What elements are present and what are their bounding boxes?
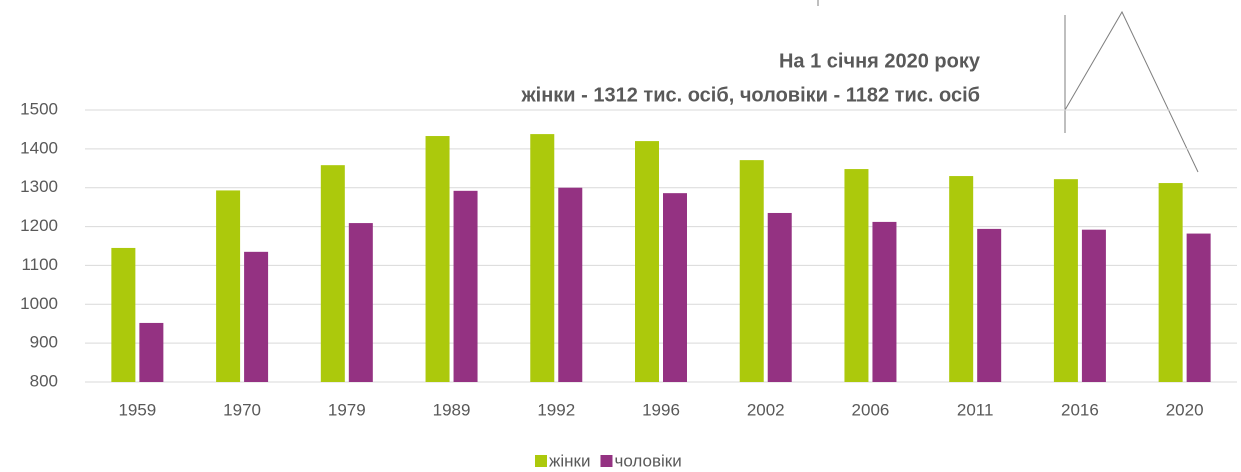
x-tick-label: 2011: [957, 400, 994, 419]
x-tick-label: 1979: [328, 400, 366, 419]
y-tick-label: 1000: [20, 294, 58, 313]
bar: [872, 221, 897, 382]
callout-lines: [817, 0, 1199, 173]
y-tick-label: 1300: [20, 177, 58, 196]
bar: [425, 136, 450, 382]
annotation: жінки - 1312 тис. осіб, чоловіки - 1182 …: [520, 84, 980, 106]
bar: [844, 169, 869, 382]
bar: [1053, 179, 1078, 382]
legend-label: чоловіки: [614, 451, 681, 470]
x-tick-label: 2020: [1166, 400, 1204, 419]
x-tick-label: 2006: [852, 400, 890, 419]
bar: [767, 212, 792, 382]
legend-label: жінки: [549, 451, 590, 470]
legend-swatch: [600, 455, 613, 467]
x-tick-label: 1996: [642, 400, 680, 419]
bar: [949, 176, 974, 382]
bar: [320, 165, 345, 382]
bar: [635, 141, 659, 382]
bar: [111, 247, 136, 382]
bar: [1081, 229, 1106, 382]
bar: [558, 187, 583, 382]
bar: [1158, 183, 1183, 382]
y-tick-label: 1500: [20, 99, 58, 118]
bar: [1186, 233, 1211, 382]
annotation: На 1 січня 2020 року: [779, 50, 981, 72]
bar: [139, 322, 164, 382]
y-tick-label: 1100: [21, 255, 58, 274]
x-tick-label: 1959: [118, 400, 156, 419]
bar: [244, 251, 269, 382]
x-tick-label: 2002: [747, 400, 785, 419]
y-tick-label: 1200: [20, 216, 58, 235]
bar: [739, 160, 764, 382]
y-tick-label: 900: [30, 333, 58, 352]
bar: [216, 190, 241, 382]
bar: [977, 228, 1002, 382]
bar: [663, 193, 687, 382]
y-tick-label: 1400: [20, 138, 58, 157]
x-tick-label: 1989: [433, 400, 471, 419]
legend-swatch: [535, 455, 547, 467]
y-tick-label: 800: [30, 371, 58, 390]
x-tick-label: 1970: [223, 400, 261, 419]
x-tick-label: 1992: [537, 400, 575, 419]
bar: [453, 190, 478, 382]
bar: [530, 134, 555, 382]
x-tick-label: 2016: [1061, 400, 1099, 419]
bar: [348, 223, 373, 382]
